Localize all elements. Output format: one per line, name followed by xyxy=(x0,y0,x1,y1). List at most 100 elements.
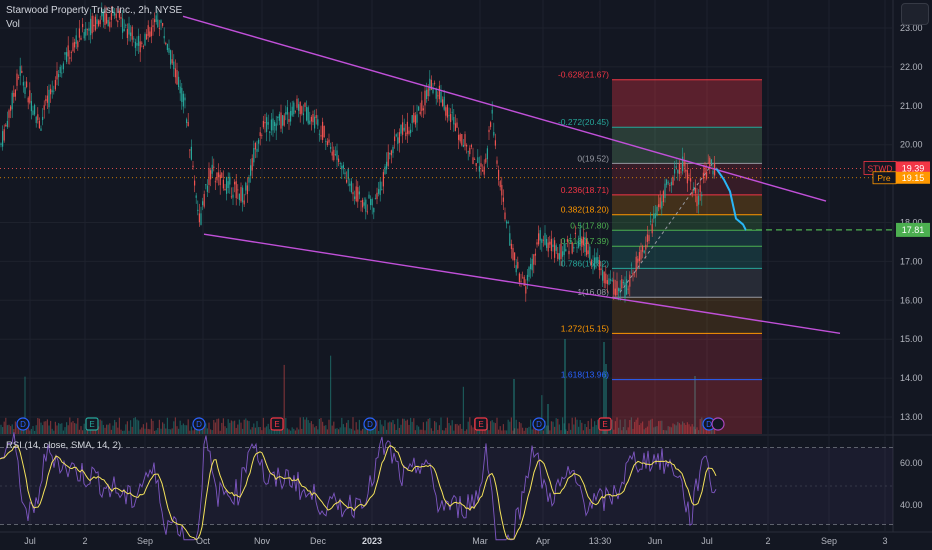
candle-body xyxy=(403,127,405,131)
volume-bar xyxy=(62,430,64,434)
fib-zone xyxy=(612,230,762,269)
candle-body xyxy=(632,272,634,276)
volume-bar xyxy=(451,420,453,434)
volume-bar xyxy=(230,420,232,434)
volume-bar xyxy=(382,426,384,434)
volume-bar xyxy=(683,423,685,434)
candle-body xyxy=(371,199,373,206)
candle-body xyxy=(462,144,464,147)
candle-body xyxy=(530,264,532,270)
volume-bar xyxy=(512,430,514,434)
volume-bar xyxy=(666,430,668,434)
target-badge-text: 17.81 xyxy=(902,225,925,235)
candle-body xyxy=(398,132,400,143)
candle-body xyxy=(475,163,477,166)
volume-bar xyxy=(298,429,300,434)
fib-zone xyxy=(612,127,762,164)
volume-bar xyxy=(696,427,698,434)
rsi-pane[interactable] xyxy=(0,436,893,532)
candle-body xyxy=(213,166,215,168)
volume-bar xyxy=(670,427,672,434)
candle-body xyxy=(547,242,549,252)
candle-body xyxy=(173,61,175,70)
rsi-indicator xyxy=(0,432,893,541)
candle-body xyxy=(659,197,661,208)
volume-bar xyxy=(178,428,180,434)
candle-body xyxy=(702,172,704,179)
candle-body xyxy=(314,116,316,129)
fib-extension[interactable]: -0.628(21.67) -0.272(20.45) 0(19.52) 0.236(… xyxy=(558,70,762,434)
candle-body xyxy=(384,166,386,174)
volume-bar xyxy=(502,424,504,434)
candle-body xyxy=(178,76,180,88)
volume-bar xyxy=(675,425,677,434)
projection-path[interactable] xyxy=(0,163,893,293)
candle-body xyxy=(648,235,650,242)
candle-body xyxy=(454,123,456,131)
volume-bar xyxy=(450,425,452,434)
candle-body xyxy=(221,172,223,179)
candle-body xyxy=(570,240,572,242)
candle-body xyxy=(184,97,186,101)
volume-bar xyxy=(488,430,490,434)
volume-bar xyxy=(435,422,437,434)
candle-body xyxy=(125,24,127,26)
volume-bar xyxy=(621,430,623,434)
candle-body xyxy=(360,200,362,202)
volume-bar xyxy=(376,420,378,434)
candle-body xyxy=(706,171,708,179)
candle-body xyxy=(646,234,648,242)
volume-bar xyxy=(150,418,152,434)
volume-bar xyxy=(552,421,554,434)
candle-body xyxy=(2,131,4,147)
price-pane[interactable] xyxy=(0,0,893,434)
volume-bar xyxy=(658,421,660,434)
candle-body xyxy=(494,140,496,146)
candle-body xyxy=(104,10,106,25)
time-tick-label: Oct xyxy=(196,536,211,546)
candle-body xyxy=(123,29,125,32)
candle-body xyxy=(366,211,368,213)
volume-bar xyxy=(326,429,328,434)
candle-body xyxy=(296,98,298,108)
volume-bar xyxy=(509,421,511,434)
candle-body xyxy=(56,70,58,80)
candle-body xyxy=(312,113,314,123)
candle-body xyxy=(584,237,586,252)
candle-body xyxy=(328,139,330,143)
volume-bar xyxy=(656,426,658,434)
candle-body xyxy=(477,157,479,163)
volume-bar xyxy=(611,419,613,434)
candle-body xyxy=(485,158,487,163)
candle-body xyxy=(408,130,410,134)
candle-body xyxy=(432,87,434,94)
candle-body xyxy=(307,107,309,124)
volume-bar xyxy=(98,426,100,434)
volume-bar xyxy=(338,429,340,434)
candle-body xyxy=(62,63,64,70)
volume-bar xyxy=(75,423,77,434)
candle-body xyxy=(563,243,565,255)
channel-lines[interactable] xyxy=(182,15,841,335)
candle-body xyxy=(309,120,311,125)
volume-bar xyxy=(179,420,181,434)
candle-body xyxy=(531,258,533,271)
time-tick-label: 3 xyxy=(882,536,887,546)
volume-bar xyxy=(627,427,629,434)
volume-bar xyxy=(312,424,314,434)
candle-body xyxy=(694,188,696,194)
candle-body xyxy=(691,192,693,194)
candle-body xyxy=(629,274,631,287)
volume-bar xyxy=(454,424,456,434)
volume-bar xyxy=(307,420,309,434)
time-tick-label: Mar xyxy=(472,536,488,546)
volume-bar xyxy=(416,425,418,434)
candle-body xyxy=(616,281,618,296)
volume-bar xyxy=(584,423,586,434)
volume-bar xyxy=(243,419,245,434)
candle-body xyxy=(402,122,404,135)
symbol-badge-text: STWD xyxy=(867,163,892,173)
volume-bar xyxy=(261,430,263,434)
